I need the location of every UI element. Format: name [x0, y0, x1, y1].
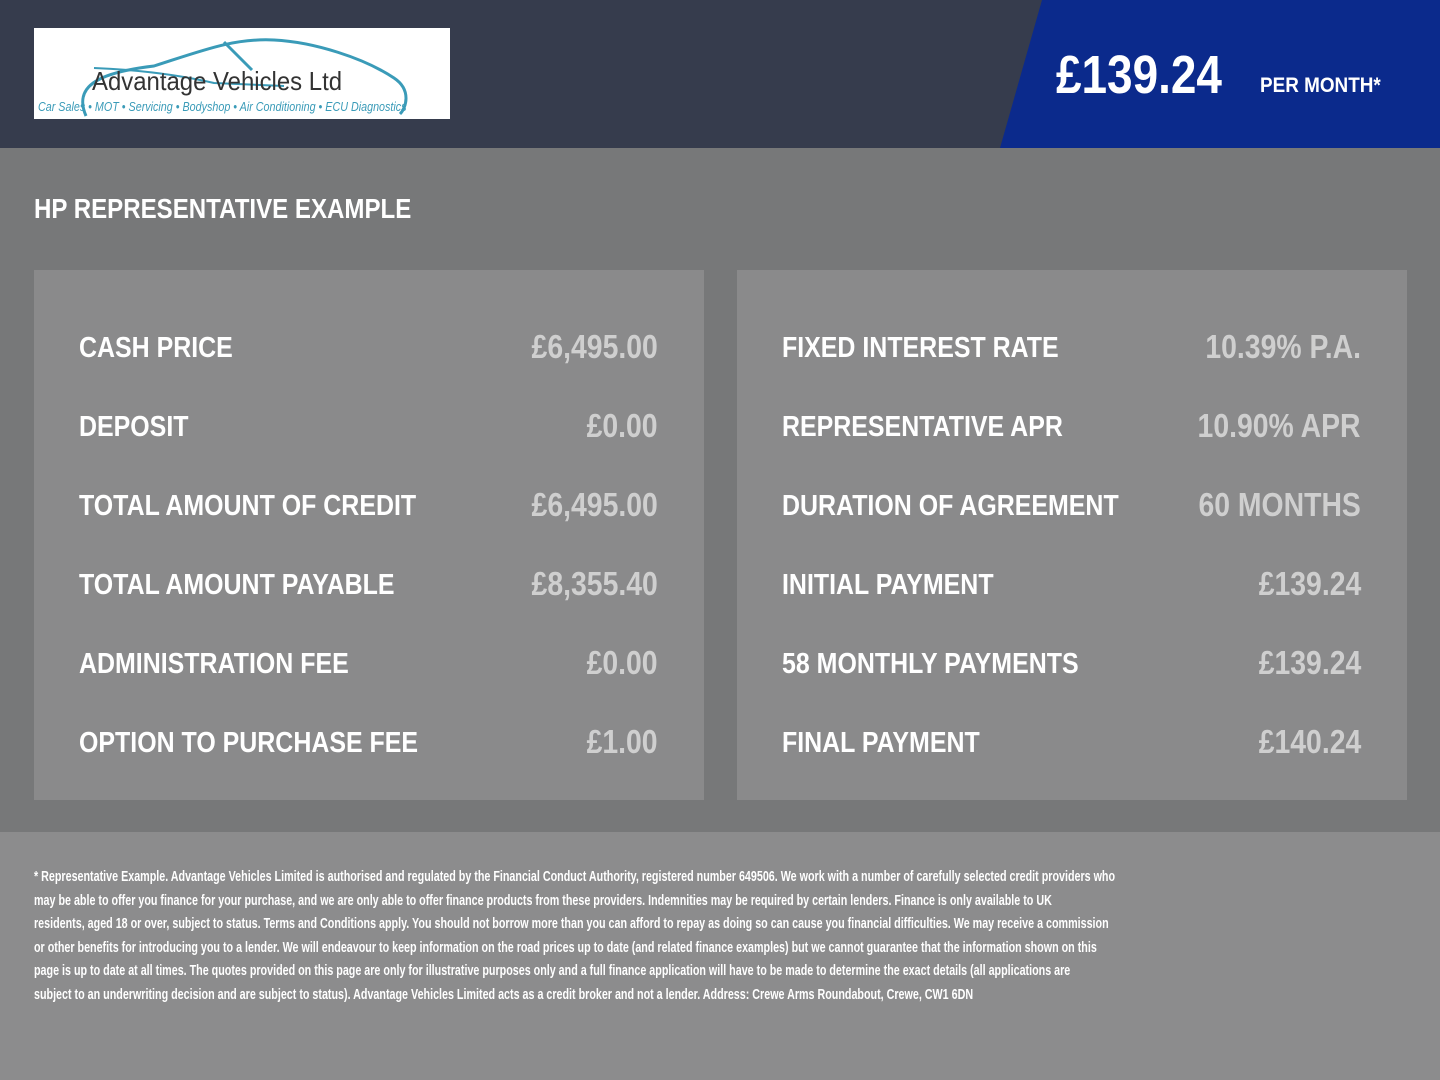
header: Advantage Vehicles Ltd Car Sales • MOT •…	[0, 0, 1440, 148]
disclaimer-line: residents, aged 18 or over, subject to s…	[34, 916, 1109, 932]
detail-label: TOTAL AMOUNT PAYABLE	[79, 569, 395, 601]
detail-row: TOTAL AMOUNT OF CREDIT £6,495.00	[79, 484, 658, 524]
detail-row: DURATION OF AGREEMENT 60 MONTHS	[782, 484, 1361, 524]
detail-row: FINAL PAYMENT £140.24	[782, 721, 1361, 761]
disclaimer-line: page is up to date at all times. The quo…	[34, 963, 1071, 979]
detail-label: TOTAL AMOUNT OF CREDIT	[79, 490, 417, 522]
detail-row: FIXED INTEREST RATE 10.39% P.A.	[782, 326, 1361, 366]
monthly-price: £139.24	[1056, 45, 1222, 105]
detail-label: DEPOSIT	[79, 411, 189, 443]
detail-row: INITIAL PAYMENT £139.24	[782, 563, 1361, 603]
detail-value: £0.00	[586, 407, 658, 444]
detail-label: OPTION TO PURCHASE FEE	[79, 727, 419, 759]
detail-row: REPRESENTATIVE APR 10.90% APR	[782, 405, 1361, 445]
disclaimer-line: may be able to offer you finance for you…	[34, 893, 1052, 909]
detail-label: CASH PRICE	[79, 332, 233, 364]
detail-label: 58 MONTHLY PAYMENTS	[782, 648, 1079, 680]
detail-value: 60 MONTHS	[1198, 486, 1361, 523]
finance-details-right: FIXED INTEREST RATE 10.39% P.A. REPRESENT…	[737, 270, 1407, 800]
disclaimer-line: * Representative Example. Advantage Vehi…	[34, 869, 1116, 885]
detail-label: FIXED INTEREST RATE	[782, 332, 1059, 364]
detail-value: £139.24	[1258, 644, 1361, 681]
detail-row: DEPOSIT £0.00	[79, 405, 658, 445]
detail-label: FINAL PAYMENT	[782, 727, 980, 759]
detail-value: £140.24	[1258, 723, 1361, 760]
detail-row: ADMINISTRATION FEE £0.00	[79, 642, 658, 682]
car-outline-icon	[81, 38, 408, 117]
detail-value: £6,495.00	[531, 486, 658, 523]
detail-row: TOTAL AMOUNT PAYABLE £8,355.40	[79, 563, 658, 603]
detail-label: DURATION OF AGREEMENT	[782, 490, 1119, 522]
disclaimer-footer: * Representative Example. Advantage Vehi…	[0, 832, 1440, 1080]
company-logo: Advantage Vehicles Ltd Car Sales • MOT •…	[34, 28, 450, 119]
detail-value: £139.24	[1258, 565, 1361, 602]
logo-tagline: Car Sales • MOT • Servicing • Bodyshop •…	[38, 100, 407, 114]
detail-label: REPRESENTATIVE APR	[782, 411, 1063, 443]
detail-value: 10.90% APR	[1197, 407, 1361, 444]
monthly-price-box: £139.24 PER MONTH*	[1000, 0, 1440, 148]
detail-value: 10.39% P.A.	[1205, 328, 1361, 365]
detail-label: INITIAL PAYMENT	[782, 569, 994, 601]
detail-value: £6,495.00	[531, 328, 658, 365]
logo-name: Advantage Vehicles Ltd	[92, 66, 343, 96]
disclaimer-line: subject to an underwriting decision and …	[34, 987, 974, 1003]
detail-label: ADMINISTRATION FEE	[79, 648, 349, 680]
detail-value: £1.00	[586, 723, 658, 760]
detail-value: £0.00	[586, 644, 658, 681]
detail-row: OPTION TO PURCHASE FEE £1.00	[79, 721, 658, 761]
detail-value: £8,355.40	[531, 565, 658, 602]
detail-row: CASH PRICE £6,495.00	[79, 326, 658, 366]
disclaimer-line: or other benefits for introducing you to…	[34, 940, 1097, 956]
finance-details-left: CASH PRICE £6,495.00 DEPOSIT £0.00 TOTAL A…	[34, 270, 704, 800]
per-month-label: PER MONTH*	[1260, 74, 1381, 97]
section-title: HP REPRESENTATIVE EXAMPLE	[34, 193, 412, 224]
detail-row: 58 MONTHLY PAYMENTS £139.24	[782, 642, 1361, 682]
